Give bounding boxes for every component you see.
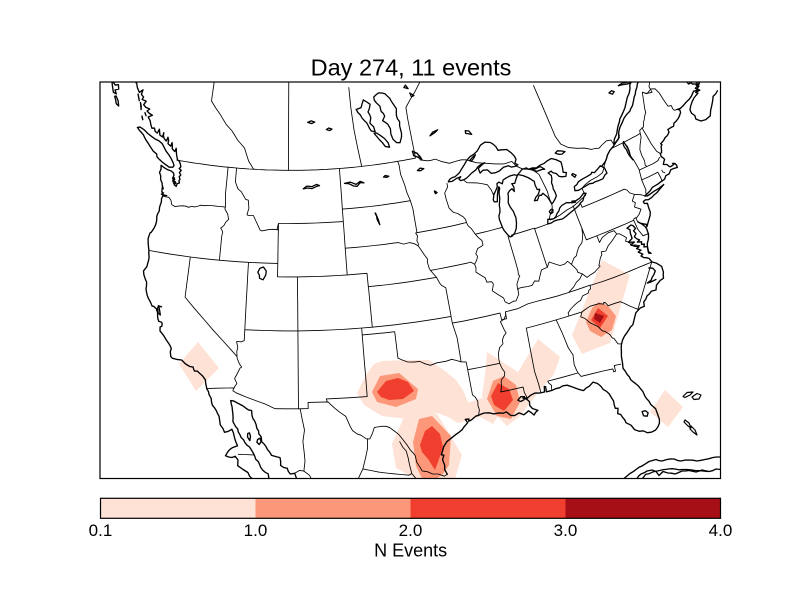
svg-text:3.0: 3.0 — [554, 521, 578, 540]
svg-text:Day 274, 11 events: Day 274, 11 events — [311, 55, 512, 81]
svg-text:N Events: N Events — [374, 541, 447, 561]
svg-text:4.0: 4.0 — [709, 521, 733, 540]
svg-text:0.1: 0.1 — [89, 521, 113, 540]
svg-text:2.0: 2.0 — [399, 521, 423, 540]
svg-text:1.0: 1.0 — [244, 521, 268, 540]
